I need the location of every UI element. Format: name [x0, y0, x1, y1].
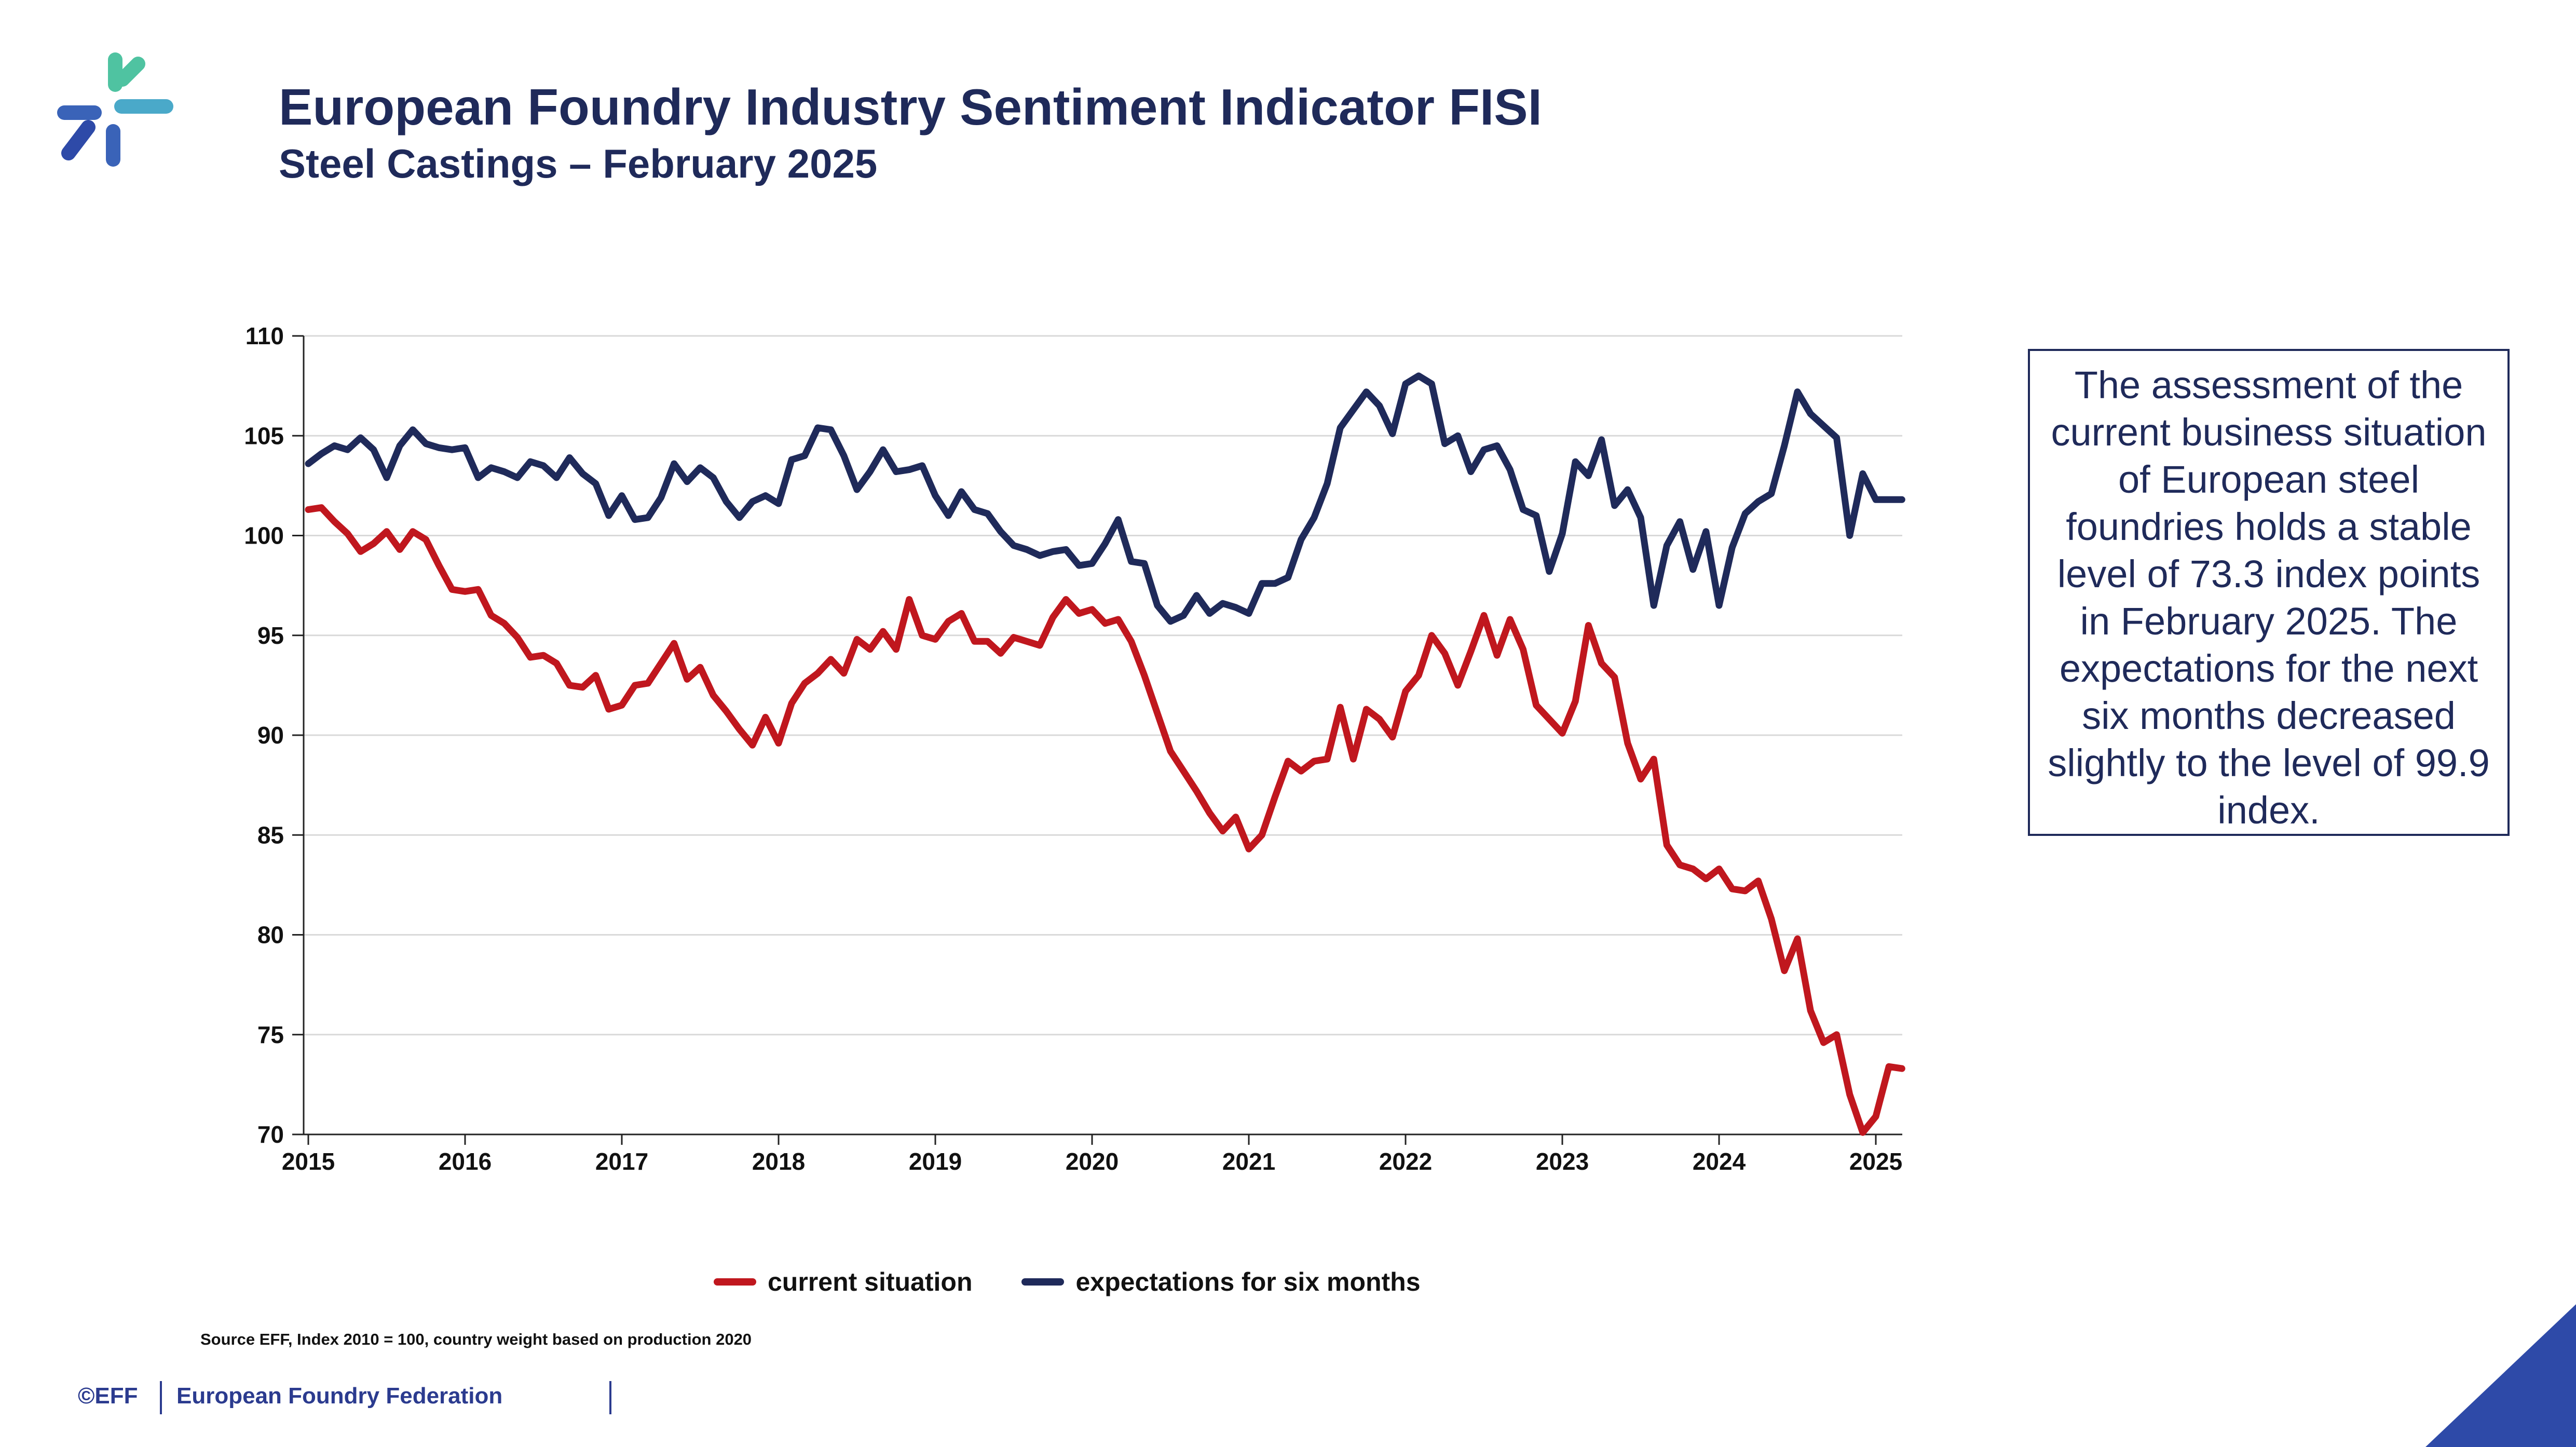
x-tick-label: 2020: [1066, 1148, 1119, 1175]
x-tick-label: 2016: [439, 1148, 492, 1175]
summary-note-box: The assessment of the current business s…: [2028, 349, 2510, 836]
series-line-current-situation: [305, 504, 1905, 1136]
chart-series: [305, 372, 1905, 1136]
x-tick-label: 2025: [1849, 1148, 1902, 1175]
y-tick-label: 110: [246, 322, 284, 349]
x-axis-tick-labels: 2015 2016 2017 2018 2019 2020 2021 2022 2023 2024…: [282, 1148, 1902, 1175]
footer-divider-right: [609, 1381, 611, 1414]
eff-logo-icon: [57, 52, 173, 167]
y-tick-label: 70: [257, 1121, 284, 1148]
footer-copyright: ©EFF: [78, 1383, 138, 1409]
legend-swatch-current-situation: [714, 1278, 756, 1286]
x-tick-label: 2022: [1379, 1148, 1432, 1175]
y-tick-label: 100: [244, 522, 284, 549]
corner-accent-triangle: [2425, 1304, 2576, 1447]
footer-divider: [160, 1381, 162, 1414]
y-tick-label: 105: [244, 422, 284, 449]
y-tick-label: 75: [257, 1021, 284, 1048]
y-tick-label: 95: [257, 622, 284, 649]
y-tick-label: 90: [257, 722, 284, 749]
x-tick-label: 2018: [752, 1148, 805, 1175]
legend-item-current-situation: current situation: [714, 1267, 972, 1297]
x-tick-label: 2019: [909, 1148, 962, 1175]
x-tick-label: 2023: [1536, 1148, 1589, 1175]
chart-axes: [292, 335, 1902, 1145]
page-subtitle: Steel Castings – February 2025: [279, 141, 878, 186]
y-tick-label: 85: [257, 821, 284, 848]
x-tick-label: 2017: [595, 1148, 648, 1175]
source-note: Source EFF, Index 2010 = 100, country we…: [200, 1330, 752, 1348]
chart-legend: current situation expectations for six m…: [714, 1267, 1421, 1297]
legend-swatch-expectations: [1021, 1278, 1065, 1286]
legend-label-current-situation: current situation: [768, 1267, 973, 1296]
legend-label-expectations: expectations for six months: [1075, 1267, 1421, 1296]
x-tick-label: 2024: [1693, 1148, 1746, 1175]
page-title: European Foundry Industry Sentiment Indi…: [279, 78, 1542, 136]
legend-item-expectations: expectations for six months: [1021, 1267, 1421, 1297]
x-tick-label: 2015: [282, 1148, 335, 1175]
y-axis-tick-labels: 70 75 80 85 90 95 100 105 110: [244, 322, 284, 1148]
summary-note-text: The assessment of the current business s…: [2048, 363, 2490, 832]
chart-gridlines: [304, 335, 1902, 1036]
footer-organization: European Foundry Federation: [176, 1383, 503, 1409]
x-tick-label: 2021: [1222, 1148, 1275, 1175]
y-tick-label: 80: [257, 922, 284, 949]
series-line-expectations: [305, 372, 1905, 625]
